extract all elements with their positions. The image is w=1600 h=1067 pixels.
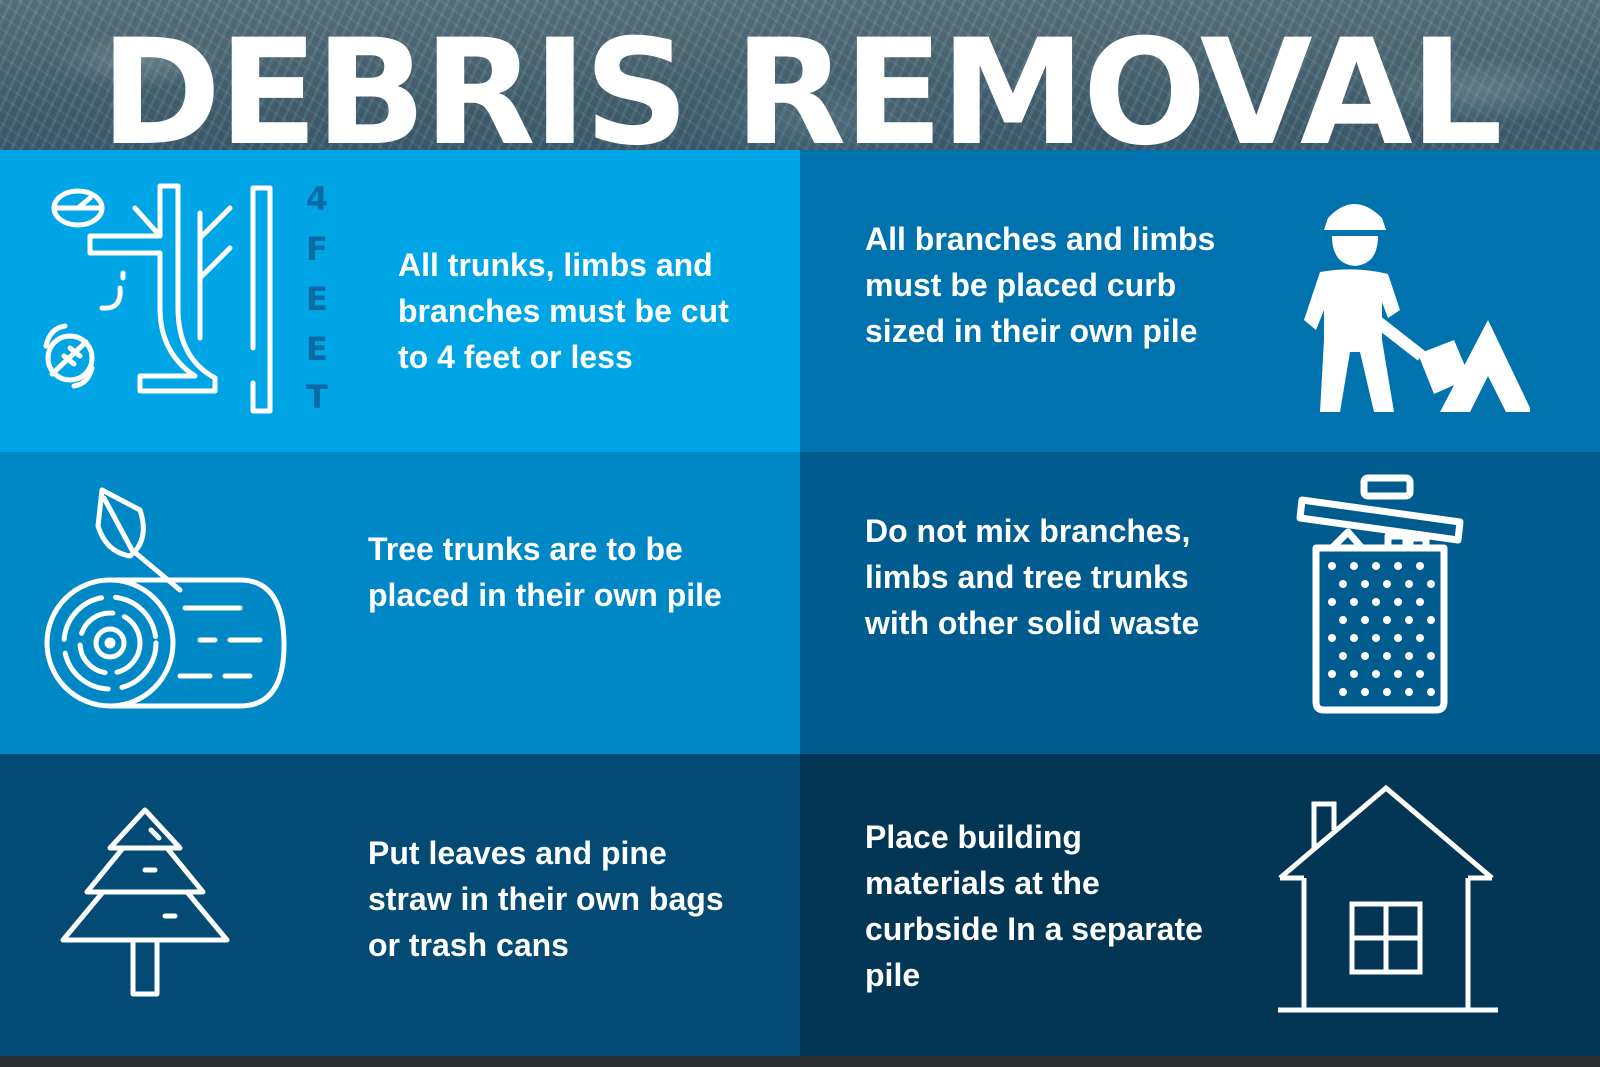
tip-text: Put leaves and pine straw in their own b… bbox=[368, 835, 724, 963]
feet-letter: E bbox=[306, 280, 328, 318]
tip-text: All trunks, limbs and branches must be c… bbox=[398, 247, 729, 375]
tip-cell-curb-pile: All branches and limbs must be placed cu… bbox=[800, 150, 1600, 452]
tip-cell-cut-length: 4 F E E T All trunks, limbs and branches… bbox=[0, 150, 800, 452]
feet-letter: 4 bbox=[306, 180, 329, 218]
tip-text: All branches and limbs must be placed cu… bbox=[865, 221, 1216, 349]
feet-letter: T bbox=[306, 378, 328, 416]
feet-letter: F bbox=[306, 230, 328, 268]
trash-can-icon bbox=[1292, 470, 1472, 720]
tip-text: Place building materials at the curbside… bbox=[865, 819, 1203, 993]
tree-branch-icon bbox=[40, 178, 300, 418]
tip-text: Do not mix branches, limbs and tree trun… bbox=[865, 513, 1200, 641]
page-title: DEBRIS REMOVAL bbox=[100, 8, 1503, 150]
feet-letter: E bbox=[306, 330, 328, 368]
bottom-bar bbox=[0, 1056, 1600, 1067]
tip-cell-building-materials: Place building materials at the curbside… bbox=[800, 754, 1600, 1056]
header-banner: DEBRIS REMOVAL bbox=[0, 0, 1600, 150]
worker-shovel-icon bbox=[1270, 190, 1530, 420]
tip-cell-trunks: Tree trunks are to be placed in their ow… bbox=[0, 452, 800, 754]
tip-text: Tree trunks are to be placed in their ow… bbox=[368, 531, 722, 613]
tips-grid: 4 F E E T All trunks, limbs and branches… bbox=[0, 150, 1600, 1056]
tip-cell-leaves: Put leaves and pine straw in their own b… bbox=[0, 754, 800, 1056]
house-icon bbox=[1270, 784, 1510, 1024]
tip-cell-no-mix: Do not mix branches, limbs and tree trun… bbox=[800, 452, 1600, 754]
log-icon bbox=[40, 480, 300, 720]
pine-tree-icon bbox=[55, 804, 235, 1014]
